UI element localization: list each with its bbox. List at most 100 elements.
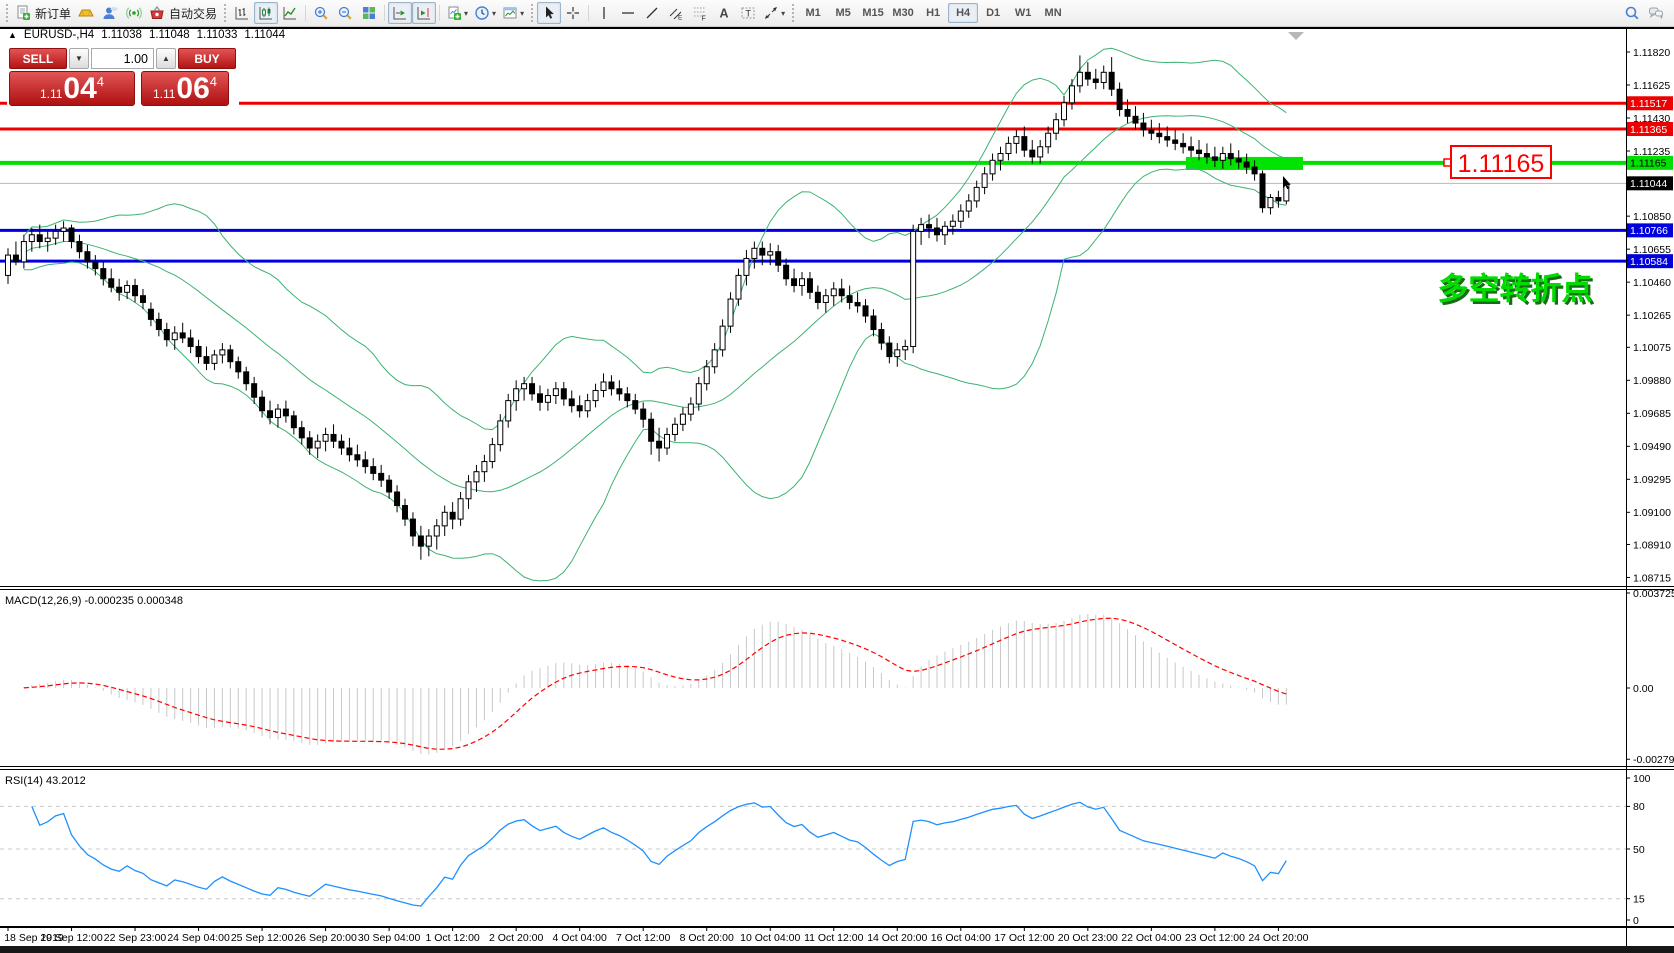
- signals-button[interactable]: [122, 2, 146, 24]
- pane-separator[interactable]: [0, 769, 1674, 770]
- buy-button[interactable]: BUY: [178, 48, 236, 69]
- collapse-triangle-icon[interactable]: ▲: [8, 30, 17, 40]
- time-tick-label: 11 Oct 12:00: [804, 932, 864, 944]
- candle-body: [116, 286, 123, 293]
- time-tick-label: 8 Oct 20:00: [680, 932, 734, 944]
- price-tick-label: 1.09295: [1633, 474, 1671, 486]
- templates-icon: [446, 5, 462, 21]
- market-button[interactable]: [74, 2, 98, 24]
- chat-button[interactable]: [1644, 2, 1668, 24]
- cursor-button[interactable]: [537, 2, 562, 24]
- candle-body: [425, 535, 432, 547]
- mouse-cursor-icon: [1283, 176, 1291, 190]
- timeframe-m1-button[interactable]: M1: [798, 3, 828, 23]
- candle-body: [1061, 102, 1068, 121]
- pane-separator[interactable]: [0, 589, 1674, 590]
- chart-shift-button[interactable]: [412, 2, 437, 24]
- timeframe-m5-button[interactable]: M5: [828, 3, 858, 23]
- candle-body: [243, 371, 250, 385]
- pane-separator[interactable]: [0, 586, 1674, 587]
- zoom-out-button[interactable]: [333, 2, 357, 24]
- candle-body: [894, 349, 901, 358]
- candle-body: [989, 159, 996, 175]
- bollinger-lower-band[interactable]: [23, 167, 1287, 582]
- community-button[interactable]: [98, 2, 122, 24]
- candle-body: [1267, 197, 1274, 209]
- candle-body: [933, 227, 940, 236]
- candle-body: [1092, 78, 1099, 83]
- timeframe-m30-button[interactable]: M30: [888, 3, 918, 23]
- templates-button[interactable]: ▾: [443, 2, 471, 24]
- cursor-icon: [541, 5, 557, 21]
- price-tick-label: 1.09490: [1633, 441, 1671, 453]
- bollinger-upper-band[interactable]: [23, 47, 1287, 431]
- pane-separator[interactable]: [0, 766, 1674, 767]
- candle-body: [457, 498, 464, 520]
- market-icon: [78, 5, 94, 21]
- timeframe-m15-button[interactable]: M15: [858, 3, 888, 23]
- sell-button[interactable]: SELL: [9, 48, 67, 69]
- period-button[interactable]: ▾: [471, 2, 499, 24]
- candle-body: [179, 332, 186, 339]
- bollinger-middle-band[interactable]: [23, 115, 1287, 493]
- crosshair-button[interactable]: [561, 2, 585, 24]
- text-button[interactable]: A: [712, 2, 736, 24]
- timeframe-d1-button[interactable]: D1: [978, 3, 1008, 23]
- indicators-button[interactable]: ▾: [499, 2, 527, 24]
- line-handle[interactable]: [1443, 158, 1452, 167]
- volume-decrease-button[interactable]: ▼: [69, 48, 89, 69]
- candle-body: [965, 200, 972, 212]
- vertical-line-icon: [596, 5, 612, 21]
- new-order-button[interactable]: 新订单: [12, 2, 74, 24]
- vertical-line-button[interactable]: [592, 2, 616, 24]
- candle-body: [394, 491, 401, 507]
- toolbar-grip[interactable]: [6, 4, 8, 22]
- autotrading-button[interactable]: 自动交易: [146, 2, 220, 24]
- search-button[interactable]: [1620, 2, 1644, 24]
- auto-scroll-button[interactable]: [388, 2, 413, 24]
- trendline-button[interactable]: [640, 2, 664, 24]
- candle-body: [1275, 197, 1282, 202]
- price-label-box[interactable]: 1.11165: [1443, 145, 1552, 179]
- timeframe-w1-button[interactable]: W1: [1008, 3, 1038, 23]
- timeframe-h1-button[interactable]: H1: [918, 3, 948, 23]
- candle-body: [544, 395, 551, 403]
- channel-button[interactable]: E: [664, 2, 688, 24]
- candle-body: [822, 295, 829, 303]
- candle-body: [1124, 109, 1131, 117]
- candle-body: [1188, 146, 1195, 151]
- chevron-down-icon: ▾: [492, 8, 497, 18]
- price-badge-bg: [1627, 96, 1673, 111]
- timeframe-mn-button[interactable]: MN: [1038, 3, 1068, 23]
- line-chart-button[interactable]: [278, 2, 302, 24]
- zoom-in-button[interactable]: [309, 2, 333, 24]
- svg-text:A: A: [720, 7, 729, 21]
- text-label-button[interactable]: T: [736, 2, 760, 24]
- candlestick-button[interactable]: [254, 2, 279, 24]
- arrows-button[interactable]: ▾: [760, 2, 788, 24]
- price-tick-label: 1.11820: [1633, 47, 1670, 59]
- toolbar-grip[interactable]: [224, 4, 227, 22]
- candle-body: [211, 354, 218, 364]
- horizontal-line-button[interactable]: [616, 2, 640, 24]
- sell-price-display[interactable]: 1.11 04 4: [9, 71, 135, 106]
- volume-increase-button[interactable]: ▲: [156, 48, 176, 69]
- toolbar-grip[interactable]: [792, 4, 795, 22]
- candle-body: [910, 230, 917, 347]
- candle-body: [687, 403, 694, 415]
- volume-input[interactable]: [91, 48, 154, 69]
- candle-body: [314, 440, 321, 449]
- tile-windows-button[interactable]: [357, 2, 381, 24]
- time-tick-label: 7 Oct 12:00: [616, 932, 670, 944]
- price-axis[interactable]: 1.11820 1.11625 1.11430 1.11235 1.10850 1.106…: [1626, 27, 1674, 946]
- toolbar-grip[interactable]: [531, 4, 534, 22]
- fibonacci-button[interactable]: F: [688, 2, 712, 24]
- bar-chart-button[interactable]: [230, 2, 254, 24]
- candle-body: [640, 408, 647, 420]
- candle-body: [664, 433, 671, 449]
- timeframe-h4-button[interactable]: H4: [948, 3, 979, 23]
- buy-price-display[interactable]: 1.11 06 4: [141, 71, 229, 106]
